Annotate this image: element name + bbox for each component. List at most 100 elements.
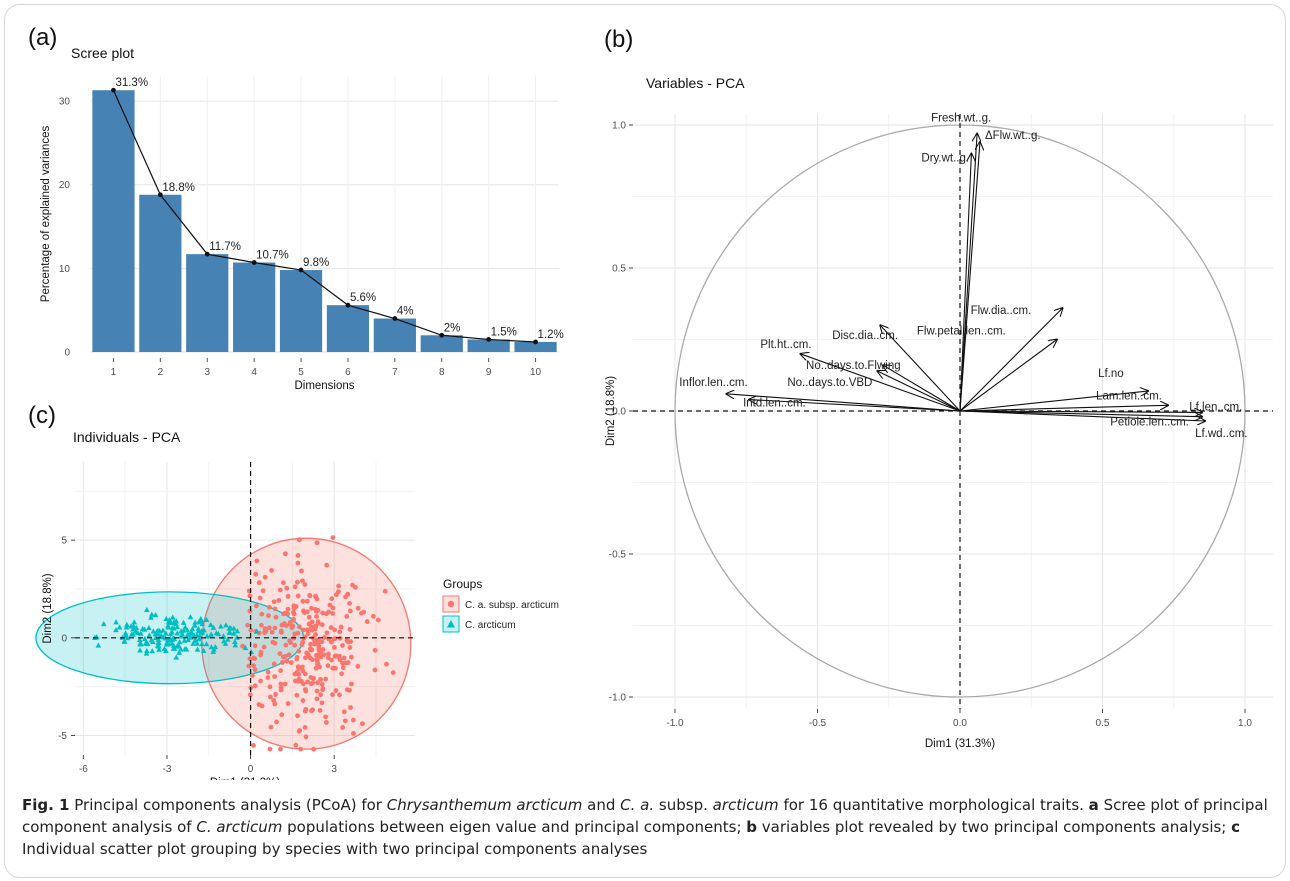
scree-point (486, 337, 492, 342)
individual-point (291, 611, 297, 617)
variable-arrow (959, 340, 1057, 412)
individual-point (148, 637, 155, 643)
individual-point (156, 643, 162, 649)
scree-line (112, 89, 536, 343)
individual-point (178, 633, 184, 639)
panel-letter-a: (a) (28, 24, 58, 51)
x-tick-label: 4 (251, 367, 257, 378)
y-tick-label: 1.0 (612, 121, 626, 132)
individual-point (300, 698, 306, 703)
individual-point (200, 647, 207, 653)
individual-point (265, 669, 271, 675)
individual-point (305, 679, 310, 685)
individual-point (207, 621, 214, 628)
individual-point (148, 614, 154, 620)
x-tick-label: 8 (439, 367, 445, 378)
individual-point (313, 593, 318, 599)
individual-point (152, 634, 159, 640)
individual-point (123, 624, 130, 630)
individual-point (390, 670, 396, 676)
y-axis-label: Dim2 (18.8%) (605, 376, 617, 446)
individuals-pca-plot: Individuals - PCA -6 -3 0 3 -5 0 5 Dim1 (31.3%) D… (35, 429, 559, 780)
x-axis-label: Dim1 (31.3%) (925, 738, 995, 750)
individual-point (282, 681, 288, 687)
data-label: 11.7% (209, 241, 241, 253)
individual-point (302, 610, 308, 616)
individual-point (203, 616, 210, 622)
individual-point (294, 692, 300, 698)
individual-point (319, 639, 325, 645)
variable-label: Plt.ht..cm. (760, 339, 811, 351)
variable-label: Petiole.len..cm. (1110, 417, 1189, 429)
individual-point (175, 643, 181, 649)
individual-point (331, 636, 337, 642)
individual-point (295, 713, 300, 719)
individual-point (327, 602, 333, 608)
individual-point (299, 642, 305, 648)
individual-point (262, 630, 268, 635)
individual-point (318, 692, 324, 698)
individual-point (328, 625, 334, 630)
individual-point (384, 661, 389, 667)
individual-point (143, 650, 150, 656)
individual-point (149, 611, 155, 617)
individual-point (212, 643, 219, 650)
individual-point (254, 603, 259, 609)
individual-point (265, 675, 271, 680)
variable-arrow (959, 134, 977, 412)
individual-point (231, 625, 237, 631)
individual-point (267, 684, 273, 690)
caption-part: variables plot revealed by two principal… (757, 818, 1232, 836)
x-tick-label: 9 (486, 367, 492, 378)
legend-label: C. arcticum (465, 620, 516, 631)
individual-point (340, 660, 345, 666)
individual-point (296, 672, 302, 677)
individual-point (296, 648, 302, 654)
data-label: 5.6% (350, 292, 376, 304)
caption-part: for 16 quantitative morphological traits… (778, 796, 1089, 814)
individual-point (294, 656, 300, 662)
x-tick-label: 0 (248, 764, 254, 775)
individual-point (128, 631, 135, 637)
individual-point (259, 703, 265, 709)
caption-part: and (582, 796, 621, 814)
scree-plot: 0 10 20 30 31.3% 18.8% 11.7% 10.7% 9.8% 5.6% 4% 2% 1… (40, 45, 564, 392)
individual-point (210, 624, 217, 630)
individual-point (347, 600, 352, 606)
individual-point (169, 636, 176, 643)
individual-point (252, 643, 258, 649)
individual-point (307, 655, 313, 661)
individual-point (330, 665, 336, 671)
x-tick-label: -1.0 (666, 718, 684, 729)
individual-point (144, 606, 150, 613)
individual-point (307, 646, 313, 652)
individual-point (251, 743, 256, 748)
individual-point (304, 598, 310, 604)
individual-point (284, 658, 290, 664)
scree-bar (514, 341, 557, 352)
variable-arrow (800, 354, 961, 412)
individual-point (299, 664, 305, 670)
variable-label: Flw.petal.len..cm. (917, 326, 1006, 338)
scree-bar (139, 194, 182, 352)
individual-point (232, 638, 238, 644)
individual-point (332, 644, 337, 650)
individual-point (283, 642, 289, 648)
variable-label: Lf.no (1098, 368, 1124, 380)
data-label: 2% (444, 322, 461, 334)
individual-point (317, 664, 322, 670)
individual-point (338, 624, 344, 630)
data-label: 1.5% (491, 326, 517, 338)
individual-point (303, 687, 308, 692)
individual-point (284, 585, 290, 591)
individual-point (130, 623, 137, 629)
caption-part: Principal components analysis (PCoA) for (74, 796, 387, 814)
x-tick-label: -3 (163, 764, 172, 775)
individual-point (178, 628, 184, 634)
variable-label: Dry.wt..g. (921, 153, 969, 165)
individual-point (314, 656, 320, 662)
individual-point (330, 605, 336, 611)
individual-point (303, 655, 308, 661)
individual-point (271, 661, 277, 667)
individual-point (350, 582, 355, 588)
